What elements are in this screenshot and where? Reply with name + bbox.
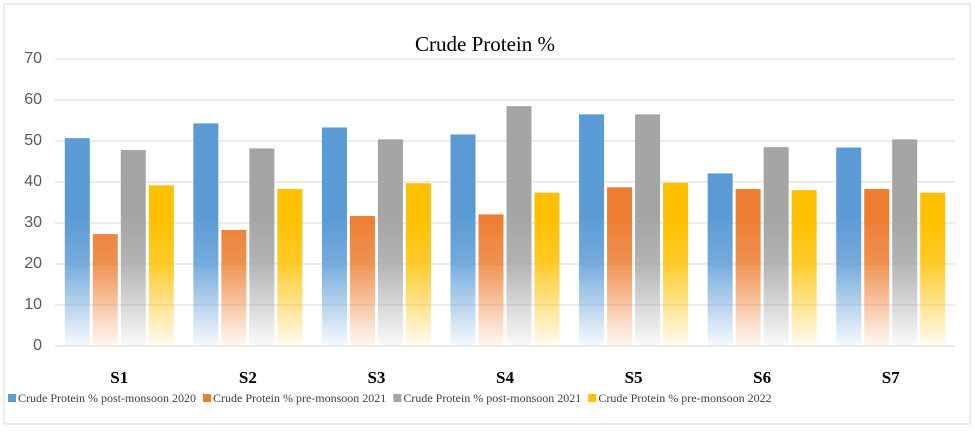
legend-label: Crude Protein % post-monsoon 2021 [403, 391, 581, 405]
bar [534, 192, 560, 346]
bar [221, 229, 247, 346]
bar [579, 114, 605, 346]
bar [148, 185, 174, 346]
bar [892, 139, 918, 346]
chart-title: Crude Protein % [415, 32, 555, 56]
legend-swatch [203, 394, 211, 402]
x-tick-label: S7 [882, 368, 900, 387]
bar [64, 138, 90, 346]
bar [92, 234, 118, 346]
bar [450, 134, 476, 346]
y-tick-label: 0 [33, 337, 42, 354]
bar [193, 123, 219, 347]
legend-swatch [393, 394, 402, 402]
y-tick-label: 50 [24, 132, 42, 149]
x-tick-label: S3 [367, 368, 385, 387]
legend-swatch [588, 394, 597, 402]
bar [607, 187, 633, 346]
x-tick-label: S6 [753, 368, 771, 387]
bar [506, 106, 532, 347]
y-tick-label: 30 [24, 214, 42, 231]
bar [478, 214, 504, 346]
y-tick-label: 40 [24, 173, 42, 190]
bar [735, 188, 761, 346]
bar [249, 148, 275, 346]
bar [405, 183, 431, 346]
y-tick-label: 10 [24, 296, 42, 313]
y-tick-label: 20 [24, 255, 42, 272]
bar [707, 173, 733, 346]
bar [349, 216, 375, 346]
bar [635, 114, 661, 346]
x-tick-label: S1 [110, 368, 128, 387]
bar [377, 139, 403, 346]
y-tick-label: 60 [24, 91, 42, 108]
x-tick-label: S5 [625, 368, 643, 387]
bar [663, 182, 689, 346]
x-tick-label: S4 [496, 368, 514, 387]
bar [120, 150, 146, 346]
bar [791, 190, 817, 346]
bar [836, 147, 862, 346]
legend-label: Crude Protein % post-monsoon 2020 [18, 391, 196, 405]
legend-label: Crude Protein % pre-monsoon 2022 [598, 391, 771, 405]
y-tick-label: 70 [24, 50, 42, 67]
bar [864, 188, 890, 346]
bar [920, 192, 946, 346]
bar [321, 127, 347, 346]
x-tick-label: S2 [239, 368, 257, 387]
bar [763, 147, 789, 346]
legend-swatch [8, 394, 16, 402]
legend-label: Crude Protein % pre-monsoon 2021 [213, 391, 386, 405]
bar [277, 188, 303, 346]
